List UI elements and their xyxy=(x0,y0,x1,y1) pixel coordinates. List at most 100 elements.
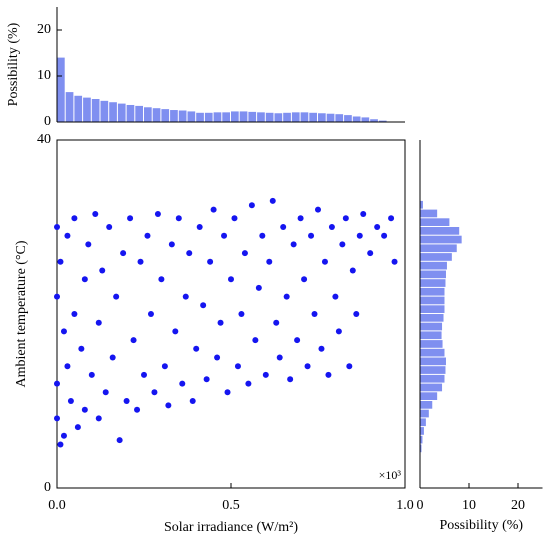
histogram-bar xyxy=(352,116,361,122)
scatter-point xyxy=(234,363,241,370)
scatter-point xyxy=(95,319,102,326)
scatter-point xyxy=(346,363,353,370)
scatter-point xyxy=(335,328,342,335)
scatter-point xyxy=(57,258,64,265)
scatter-point xyxy=(328,224,335,230)
histogram-bar xyxy=(344,115,352,122)
scatter-point xyxy=(74,424,81,431)
histogram-bar xyxy=(420,227,460,235)
histogram-bar xyxy=(420,209,438,218)
scatter-point xyxy=(203,376,210,383)
histogram-bar xyxy=(318,113,326,122)
histogram-bar xyxy=(126,104,135,122)
scatter-point xyxy=(71,215,78,222)
histogram-bar xyxy=(420,418,426,427)
scatter-point xyxy=(134,406,141,413)
histogram-bar xyxy=(187,111,196,122)
scatter-point xyxy=(71,311,78,317)
histogram-bar xyxy=(222,112,230,122)
scatter-point xyxy=(106,224,113,230)
histogram-bar xyxy=(144,107,152,122)
y-axis-label: Ambient temperature (°C) xyxy=(14,240,29,387)
histogram-bar xyxy=(420,435,423,444)
histogram-bar xyxy=(420,253,452,261)
y-tick-label: 20 xyxy=(37,22,51,37)
scatter-point xyxy=(92,210,99,217)
histogram-bar xyxy=(65,92,74,122)
histogram-bar xyxy=(91,99,100,122)
scatter-point xyxy=(283,293,290,300)
scatter-point xyxy=(339,241,346,248)
scatter-point xyxy=(60,328,67,335)
scatter-point xyxy=(182,293,189,300)
histogram-bar xyxy=(283,112,291,122)
y-tick-label: 0 xyxy=(44,114,51,129)
scatter-point xyxy=(64,232,71,239)
histogram-bar xyxy=(420,409,429,418)
scatter-point xyxy=(262,371,269,378)
plot-frame xyxy=(56,139,406,489)
histogram-bar xyxy=(420,374,445,383)
scatter-point xyxy=(207,258,214,265)
scatter-point xyxy=(325,371,332,378)
histogram-bar xyxy=(117,103,126,122)
histogram-bar xyxy=(420,305,445,313)
scatter-point xyxy=(147,311,154,317)
x-axis-label: Possibility (%) xyxy=(439,518,523,533)
scatter-point xyxy=(141,371,147,378)
histogram-bar xyxy=(57,57,65,122)
scatter-point xyxy=(78,345,85,352)
scatter-point xyxy=(54,380,60,387)
histogram-bar xyxy=(420,218,450,226)
x-tick-label: 10 xyxy=(462,498,476,513)
histogram-bar xyxy=(309,112,317,122)
scatter-point xyxy=(109,354,116,361)
histogram-bar xyxy=(161,109,170,122)
scatter-point xyxy=(360,210,367,217)
scatter-point xyxy=(95,415,102,422)
histogram-bar xyxy=(420,331,442,340)
scatter-point xyxy=(280,224,287,230)
scatter-point xyxy=(224,389,231,396)
histogram-bar xyxy=(420,366,446,374)
scatter-point xyxy=(165,402,172,409)
scatter-point xyxy=(179,380,186,387)
scatter-point xyxy=(161,363,168,370)
histogram-bar xyxy=(420,357,446,366)
scatter-point xyxy=(85,241,92,248)
histogram-bar xyxy=(196,112,204,122)
scatter-point xyxy=(168,241,175,248)
histogram-bar xyxy=(420,244,457,253)
x-tick-label: 1.0 xyxy=(396,498,414,513)
scatter-point xyxy=(81,406,88,413)
scatter-point xyxy=(193,345,200,352)
histogram-bar xyxy=(83,97,91,122)
histogram-bar xyxy=(420,322,443,331)
histogram-bar xyxy=(248,111,257,122)
histogram-bar xyxy=(170,110,178,122)
scatter-point xyxy=(381,232,388,239)
scatter-point xyxy=(67,398,74,404)
scatter-point xyxy=(241,250,248,257)
histogram-bar xyxy=(420,200,423,209)
histogram-bar xyxy=(420,392,438,400)
histogram-bar xyxy=(326,113,335,122)
scatter-point xyxy=(266,258,273,265)
scatter-point xyxy=(158,276,165,283)
histogram-bar xyxy=(420,401,433,409)
scatter-point xyxy=(99,267,106,274)
histogram-bar xyxy=(420,427,424,435)
scatter-point xyxy=(245,380,252,387)
scatter-point xyxy=(349,267,356,274)
histogram-bar xyxy=(378,120,387,122)
histogram-bar xyxy=(420,261,447,270)
histogram-bar xyxy=(74,95,83,122)
scatter-point xyxy=(391,258,398,265)
histogram-bar xyxy=(420,444,422,453)
histogram-bar xyxy=(231,111,239,122)
histogram-bar xyxy=(204,112,213,122)
scatter-point xyxy=(294,337,301,344)
scatter-point xyxy=(259,232,266,239)
histogram-bar xyxy=(239,111,248,122)
